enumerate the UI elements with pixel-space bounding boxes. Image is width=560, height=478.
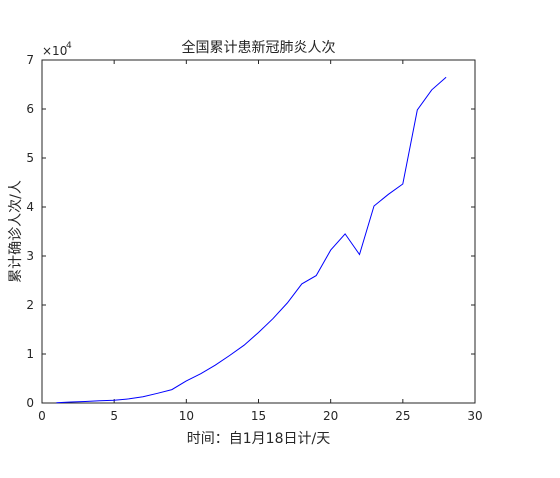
- y-axis-exponent: ×10 4: [42, 41, 72, 58]
- x-tick-label: 10: [179, 409, 194, 423]
- y-axis-ticks: 0 1 2 3 4 5 6 7: [26, 53, 475, 410]
- x-axis-ticks: 0 5 10 15 20 25 30: [38, 60, 483, 423]
- x-tick-label: 15: [251, 409, 266, 423]
- x-axis-label: 时间：自1月18日计/天: [187, 431, 330, 447]
- y-tick-label: 4: [26, 200, 34, 214]
- y-axis-exponent-base: ×10: [42, 44, 67, 58]
- y-axis-exponent-power: 4: [66, 41, 72, 51]
- series-layer: [56, 76, 447, 404]
- y-tick-label: 5: [26, 151, 34, 165]
- x-tick-label: 20: [323, 409, 338, 423]
- y-tick-label: 3: [26, 249, 34, 263]
- x-tick-label: 30: [467, 409, 482, 423]
- plot-area: 0 5 10 15 20 25 30 0 1 2 3 4 5 6 7: [26, 53, 482, 423]
- chart-title: 全国累计患新冠肺炎人次: [182, 39, 336, 56]
- series-line: [56, 76, 447, 404]
- y-tick-label: 1: [26, 347, 34, 361]
- axes-box: [41, 59, 476, 404]
- x-tick-label: 0: [38, 409, 46, 423]
- x-tick-label: 5: [110, 409, 118, 423]
- y-tick-label: 7: [26, 53, 34, 67]
- x-tick-label: 25: [395, 409, 410, 423]
- y-tick-label: 6: [26, 102, 34, 116]
- y-tick-label: 0: [26, 396, 34, 410]
- y-axis-label: 累计确诊人次/人: [8, 180, 24, 283]
- y-tick-label: 2: [26, 298, 34, 312]
